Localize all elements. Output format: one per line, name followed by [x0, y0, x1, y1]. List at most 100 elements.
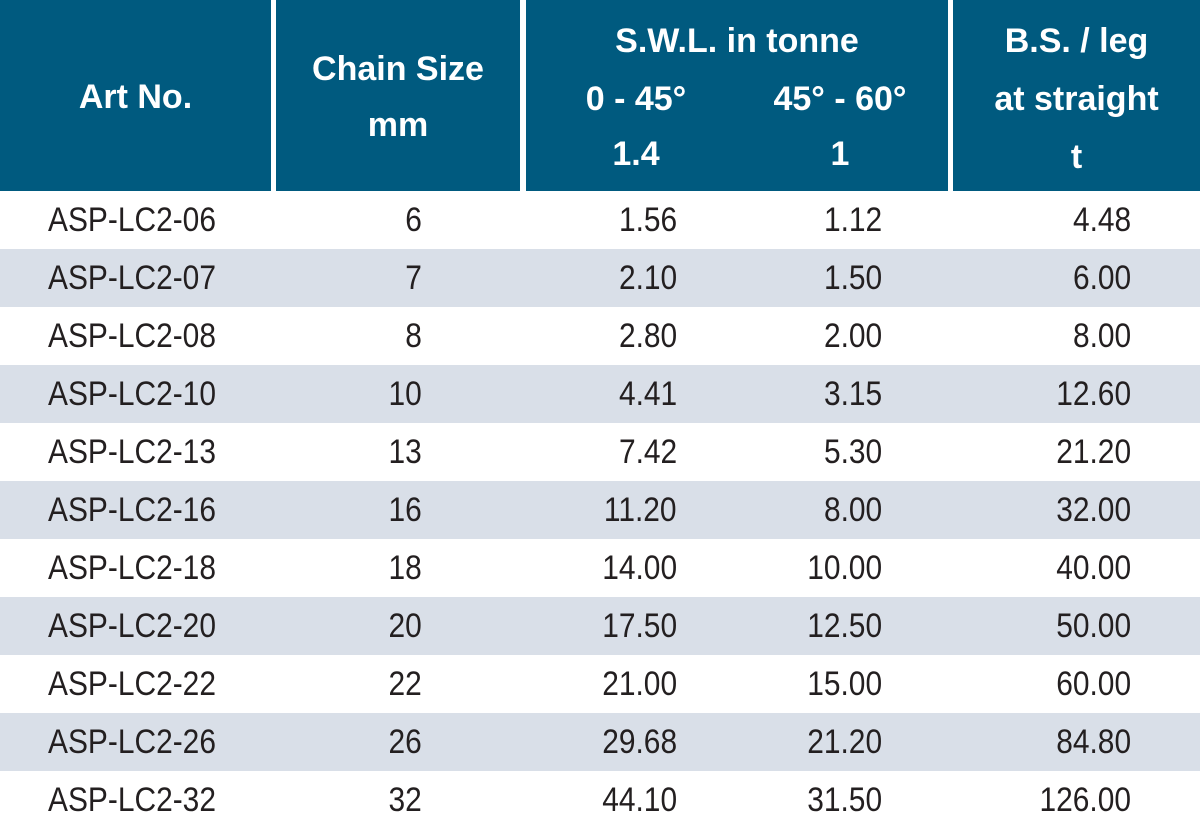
cell-breaking-strength-text: 40.00: [1056, 549, 1131, 587]
cell-art-no-text: ASP-LC2-18: [48, 549, 216, 587]
cell-swl-0-45: 14.00: [592, 539, 677, 597]
cell-swl-0-45-text: 14.00: [602, 549, 677, 587]
cell-chain-size-text: 26: [388, 723, 422, 761]
table-row: ASP-LC2-18 18 14.00 10.00 40.00: [0, 539, 1200, 597]
cell-chain-size-text: 32: [388, 781, 422, 819]
cell-chain-size: 16: [384, 481, 422, 539]
header-swl-45-60: 45° - 60° 1: [750, 80, 930, 174]
cell-breaking-strength-text: 8.00: [1072, 317, 1131, 355]
cell-breaking-strength: 21.20: [1046, 423, 1131, 481]
cell-swl-0-45: 29.68: [592, 713, 677, 771]
cell-chain-size-text: 10: [388, 375, 422, 413]
cell-art-no: ASP-LC2-22: [48, 655, 239, 713]
cell-breaking-strength: 126.00: [1027, 771, 1131, 829]
cell-art-no: ASP-LC2-20: [48, 597, 239, 655]
table-row: ASP-LC2-10 10 4.41 3.15 12.60: [0, 365, 1200, 423]
table-row: ASP-LC2-16 16 11.20 8.00 32.00: [0, 481, 1200, 539]
cell-breaking-strength-text: 126.00: [1039, 781, 1131, 819]
header-art-no: Art No.: [0, 0, 271, 191]
cell-breaking-strength-text: 12.60: [1056, 375, 1131, 413]
cell-art-no: ASP-LC2-06: [48, 191, 239, 249]
cell-chain-size-text: 6: [405, 201, 422, 239]
cell-chain-size: 22: [384, 655, 422, 713]
cell-art-no: ASP-LC2-10: [48, 365, 239, 423]
cell-swl-45-60-text: 31.50: [807, 781, 882, 819]
cell-swl-0-45-text: 29.68: [602, 723, 677, 761]
cell-swl-0-45: 4.41: [611, 365, 677, 423]
cell-swl-45-60: 1.50: [816, 249, 882, 307]
cell-chain-size: 13: [384, 423, 422, 481]
cell-swl-45-60-text: 1.12: [823, 201, 882, 239]
cell-art-no-text: ASP-LC2-10: [48, 375, 216, 413]
cell-swl-45-60-text: 5.30: [823, 433, 882, 471]
cell-swl-45-60: 31.50: [797, 771, 882, 829]
cell-art-no: ASP-LC2-26: [48, 713, 239, 771]
header-art-no-label: Art No.: [78, 78, 193, 116]
cell-breaking-strength: 60.00: [1046, 655, 1131, 713]
table-row: ASP-LC2-26 26 29.68 21.20 84.80: [0, 713, 1200, 771]
header-breaking-strength: B.S. / leg at straight t: [953, 0, 1200, 191]
table-row: ASP-LC2-07 7 2.10 1.50 6.00: [0, 249, 1200, 307]
cell-swl-45-60-text: 8.00: [823, 491, 882, 529]
cell-swl-45-60-text: 10.00: [807, 549, 882, 587]
header-bs-unit: t: [1070, 138, 1083, 176]
cell-swl-45-60: 1.12: [816, 191, 882, 249]
cell-swl-0-45: 7.42: [611, 423, 677, 481]
cell-breaking-strength: 8.00: [1065, 307, 1131, 365]
cell-swl-45-60: 2.00: [816, 307, 882, 365]
cell-breaking-strength: 32.00: [1046, 481, 1131, 539]
cell-swl-45-60-text: 21.20: [807, 723, 882, 761]
cell-chain-size-text: 7: [405, 259, 422, 297]
cell-swl-0-45-text: 2.10: [618, 259, 677, 297]
cell-swl-45-60-text: 12.50: [807, 607, 882, 645]
cell-swl-0-45: 21.00: [592, 655, 677, 713]
cell-swl-45-60: 5.30: [816, 423, 882, 481]
cell-chain-size-text: 18: [388, 549, 422, 587]
cell-breaking-strength: 6.00: [1065, 249, 1131, 307]
cell-chain-size: 10: [384, 365, 422, 423]
cell-chain-size: 6: [403, 191, 422, 249]
cell-swl-0-45-text: 7.42: [618, 433, 677, 471]
cell-swl-45-60: 10.00: [797, 539, 882, 597]
cell-chain-size-text: 13: [388, 433, 422, 471]
cell-swl-45-60: 21.20: [797, 713, 882, 771]
cell-swl-45-60-text: 15.00: [807, 665, 882, 703]
header-swl-angle-0-45: 0 - 45°: [585, 80, 687, 118]
cell-art-no-text: ASP-LC2-13: [48, 433, 216, 471]
header-bs-line1: B.S. / leg: [1004, 22, 1149, 60]
cell-chain-size: 8: [403, 307, 422, 365]
header-chain-size: Chain Size mm: [276, 0, 520, 191]
cell-swl-45-60: 3.15: [816, 365, 882, 423]
cell-breaking-strength-text: 21.20: [1056, 433, 1131, 471]
cell-chain-size-text: 8: [405, 317, 422, 355]
cell-art-no: ASP-LC2-32: [48, 771, 239, 829]
cell-swl-0-45-text: 17.50: [602, 607, 677, 645]
cell-chain-size-text: 22: [388, 665, 422, 703]
cell-chain-size: 20: [384, 597, 422, 655]
cell-swl-0-45: 44.10: [592, 771, 677, 829]
cell-chain-size: 7: [403, 249, 422, 307]
header-swl-angle-45-60: 45° - 60°: [773, 80, 907, 118]
cell-breaking-strength: 84.80: [1046, 713, 1131, 771]
cell-art-no-text: ASP-LC2-32: [48, 781, 216, 819]
cell-art-no-text: ASP-LC2-22: [48, 665, 216, 703]
cell-swl-0-45: 2.80: [611, 307, 677, 365]
cell-chain-size-text: 20: [388, 607, 422, 645]
cell-swl-0-45-text: 44.10: [602, 781, 677, 819]
cell-breaking-strength-text: 6.00: [1072, 259, 1131, 297]
cell-breaking-strength: 12.60: [1046, 365, 1131, 423]
cell-swl-0-45: 17.50: [592, 597, 677, 655]
table-row: ASP-LC2-06 6 1.56 1.12 4.48: [0, 191, 1200, 249]
cell-breaking-strength-text: 60.00: [1056, 665, 1131, 703]
header-chain-size-unit: mm: [367, 106, 429, 144]
cell-art-no-text: ASP-LC2-20: [48, 607, 216, 645]
table-row: ASP-LC2-22 22 21.00 15.00 60.00: [0, 655, 1200, 713]
cell-swl-45-60-text: 1.50: [823, 259, 882, 297]
cell-swl-45-60-text: 3.15: [823, 375, 882, 413]
cell-swl-45-60: 8.00: [816, 481, 882, 539]
cell-art-no: ASP-LC2-18: [48, 539, 239, 597]
cell-chain-size: 32: [384, 771, 422, 829]
table-row: ASP-LC2-20 20 17.50 12.50 50.00: [0, 597, 1200, 655]
table-row: ASP-LC2-08 8 2.80 2.00 8.00: [0, 307, 1200, 365]
